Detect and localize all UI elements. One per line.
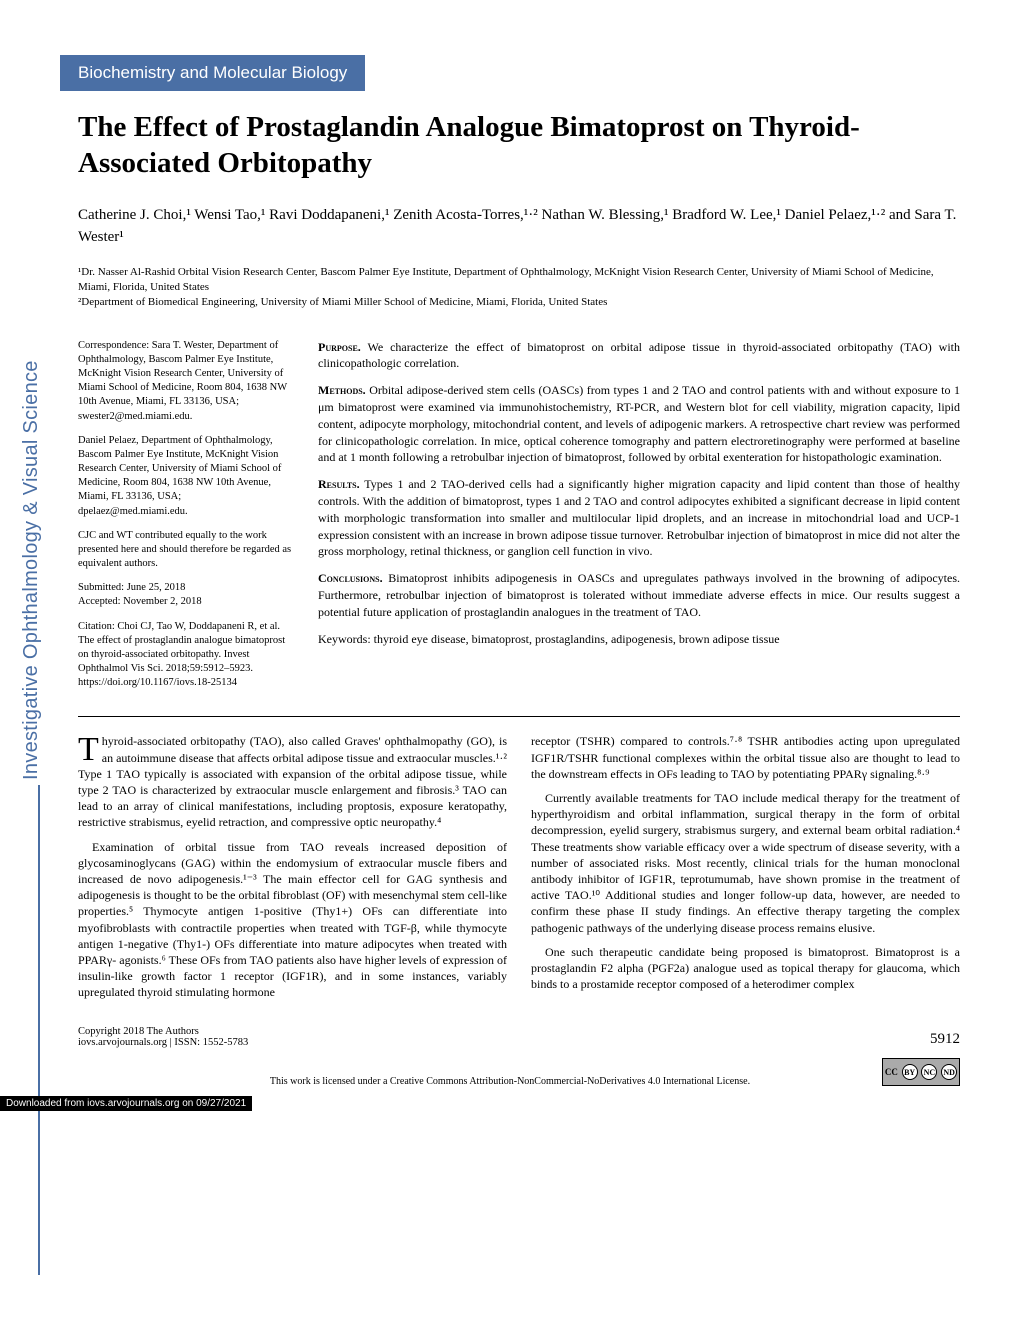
results-text: Types 1 and 2 TAO-derived cells had a si… xyxy=(318,477,960,558)
copyright-text: Copyright 2018 The Authors xyxy=(78,1026,248,1037)
corr-text: Correspondence: Sara T. Wester, Departme… xyxy=(78,340,287,408)
license-row: This work is licensed under a Creative C… xyxy=(60,1076,960,1087)
conclusions-heading: Conclusions. xyxy=(318,571,383,585)
body-paragraph: Currently available treatments for TAO i… xyxy=(531,790,960,936)
abstract-conclusions: Conclusions. Bimatoprost inhibits adipog… xyxy=(318,570,960,620)
abstract-methods: Methods. Orbital adipose-derived stem ce… xyxy=(318,382,960,466)
abstract-column: Purpose. We characterize the effect of b… xyxy=(318,339,960,701)
abstract-results: Results. Types 1 and 2 TAO-derived cells… xyxy=(318,476,960,560)
category-banner: Biochemistry and Molecular Biology xyxy=(60,55,365,91)
body-paragraph: One such therapeutic candidate being pro… xyxy=(531,944,960,993)
citation: Citation: Choi CJ, Tao W, Doddapaneni R,… xyxy=(78,620,298,691)
journal-info: iovs.arvojournals.org | ISSN: 1552-5783 xyxy=(78,1037,248,1048)
nd-icon: ND xyxy=(941,1064,957,1080)
body-paragraph: Thyroid-associated orbitopathy (TAO), al… xyxy=(78,733,507,830)
body-paragraph: receptor (TSHR) compared to controls.⁷·⁸… xyxy=(531,733,960,782)
body-text: Thyroid-associated orbitopathy (TAO), al… xyxy=(60,733,960,1008)
body-paragraph: Examination of orbital tissue from TAO r… xyxy=(78,839,507,1001)
purpose-heading: Purpose. xyxy=(318,340,361,354)
section-divider xyxy=(78,716,960,717)
vertical-accent-line xyxy=(38,785,40,1275)
corr-email-1: swester2@med.miami.edu. xyxy=(78,411,192,422)
page-number: 5912 xyxy=(930,1031,960,1048)
accepted-date: Accepted: November 2, 2018 xyxy=(78,595,298,609)
p1-text: hyroid-associated orbitopathy (TAO), als… xyxy=(78,734,507,829)
correspondence-2: Daniel Pelaez, Department of Ophthalmolo… xyxy=(78,434,298,519)
results-heading: Results. xyxy=(318,477,360,491)
methods-text: Orbital adipose-derived stem cells (OASC… xyxy=(318,383,960,464)
p2-text: Examination of orbital tissue from TAO r… xyxy=(78,840,507,1000)
correspondence-sidebar: Correspondence: Sara T. Wester, Departme… xyxy=(78,339,298,701)
corr-email-2: dpelaez@med.miami.edu. xyxy=(78,506,188,517)
footer-left: Copyright 2018 The Authors iovs.arvojour… xyxy=(78,1026,248,1048)
dropcap: T xyxy=(78,733,102,765)
nc-icon: NC xyxy=(921,1064,937,1080)
dates: Submitted: June 25, 2018 Accepted: Novem… xyxy=(78,581,298,609)
by-icon: BY xyxy=(902,1064,918,1080)
cc-text: CC xyxy=(885,1067,898,1077)
affiliation-1: ¹Dr. Nasser Al-Rashid Orbital Vision Res… xyxy=(78,265,960,296)
contribution-note: CJC and WT contributed equally to the wo… xyxy=(78,529,298,572)
affiliations: ¹Dr. Nasser Al-Rashid Orbital Vision Res… xyxy=(60,265,960,311)
cc-badge-icon: CC BY NC ND xyxy=(882,1058,960,1086)
journal-vertical-label: Investigative Ophthalmology & Visual Sci… xyxy=(20,360,43,780)
correspondence-1: Correspondence: Sara T. Wester, Departme… xyxy=(78,339,298,424)
affiliation-2: ²Department of Biomedical Engineering, U… xyxy=(78,295,960,310)
keywords: Keywords: thyroid eye disease, bimatopro… xyxy=(318,631,960,648)
submitted-date: Submitted: June 25, 2018 xyxy=(78,581,298,595)
purpose-text: We characterize the effect of bimatopros… xyxy=(318,340,960,371)
article-title: The Effect of Prostaglandin Analogue Bim… xyxy=(60,109,960,182)
body-column-right: receptor (TSHR) compared to controls.⁷·⁸… xyxy=(531,733,960,1008)
body-column-left: Thyroid-associated orbitopathy (TAO), al… xyxy=(78,733,507,1008)
footer: Copyright 2018 The Authors iovs.arvojour… xyxy=(60,1026,960,1048)
methods-heading: Methods. xyxy=(318,383,366,397)
conclusions-text: Bimatoprost inhibits adipogenesis in OAS… xyxy=(318,571,960,619)
author-list: Catherine J. Choi,¹ Wensi Tao,¹ Ravi Dod… xyxy=(60,204,960,249)
download-note: Downloaded from iovs.arvojournals.org on… xyxy=(0,1096,252,1111)
abstract-purpose: Purpose. We characterize the effect of b… xyxy=(318,339,960,373)
license-text: This work is licensed under a Creative C… xyxy=(270,1076,750,1087)
corr2-text: Daniel Pelaez, Department of Ophthalmolo… xyxy=(78,435,281,503)
